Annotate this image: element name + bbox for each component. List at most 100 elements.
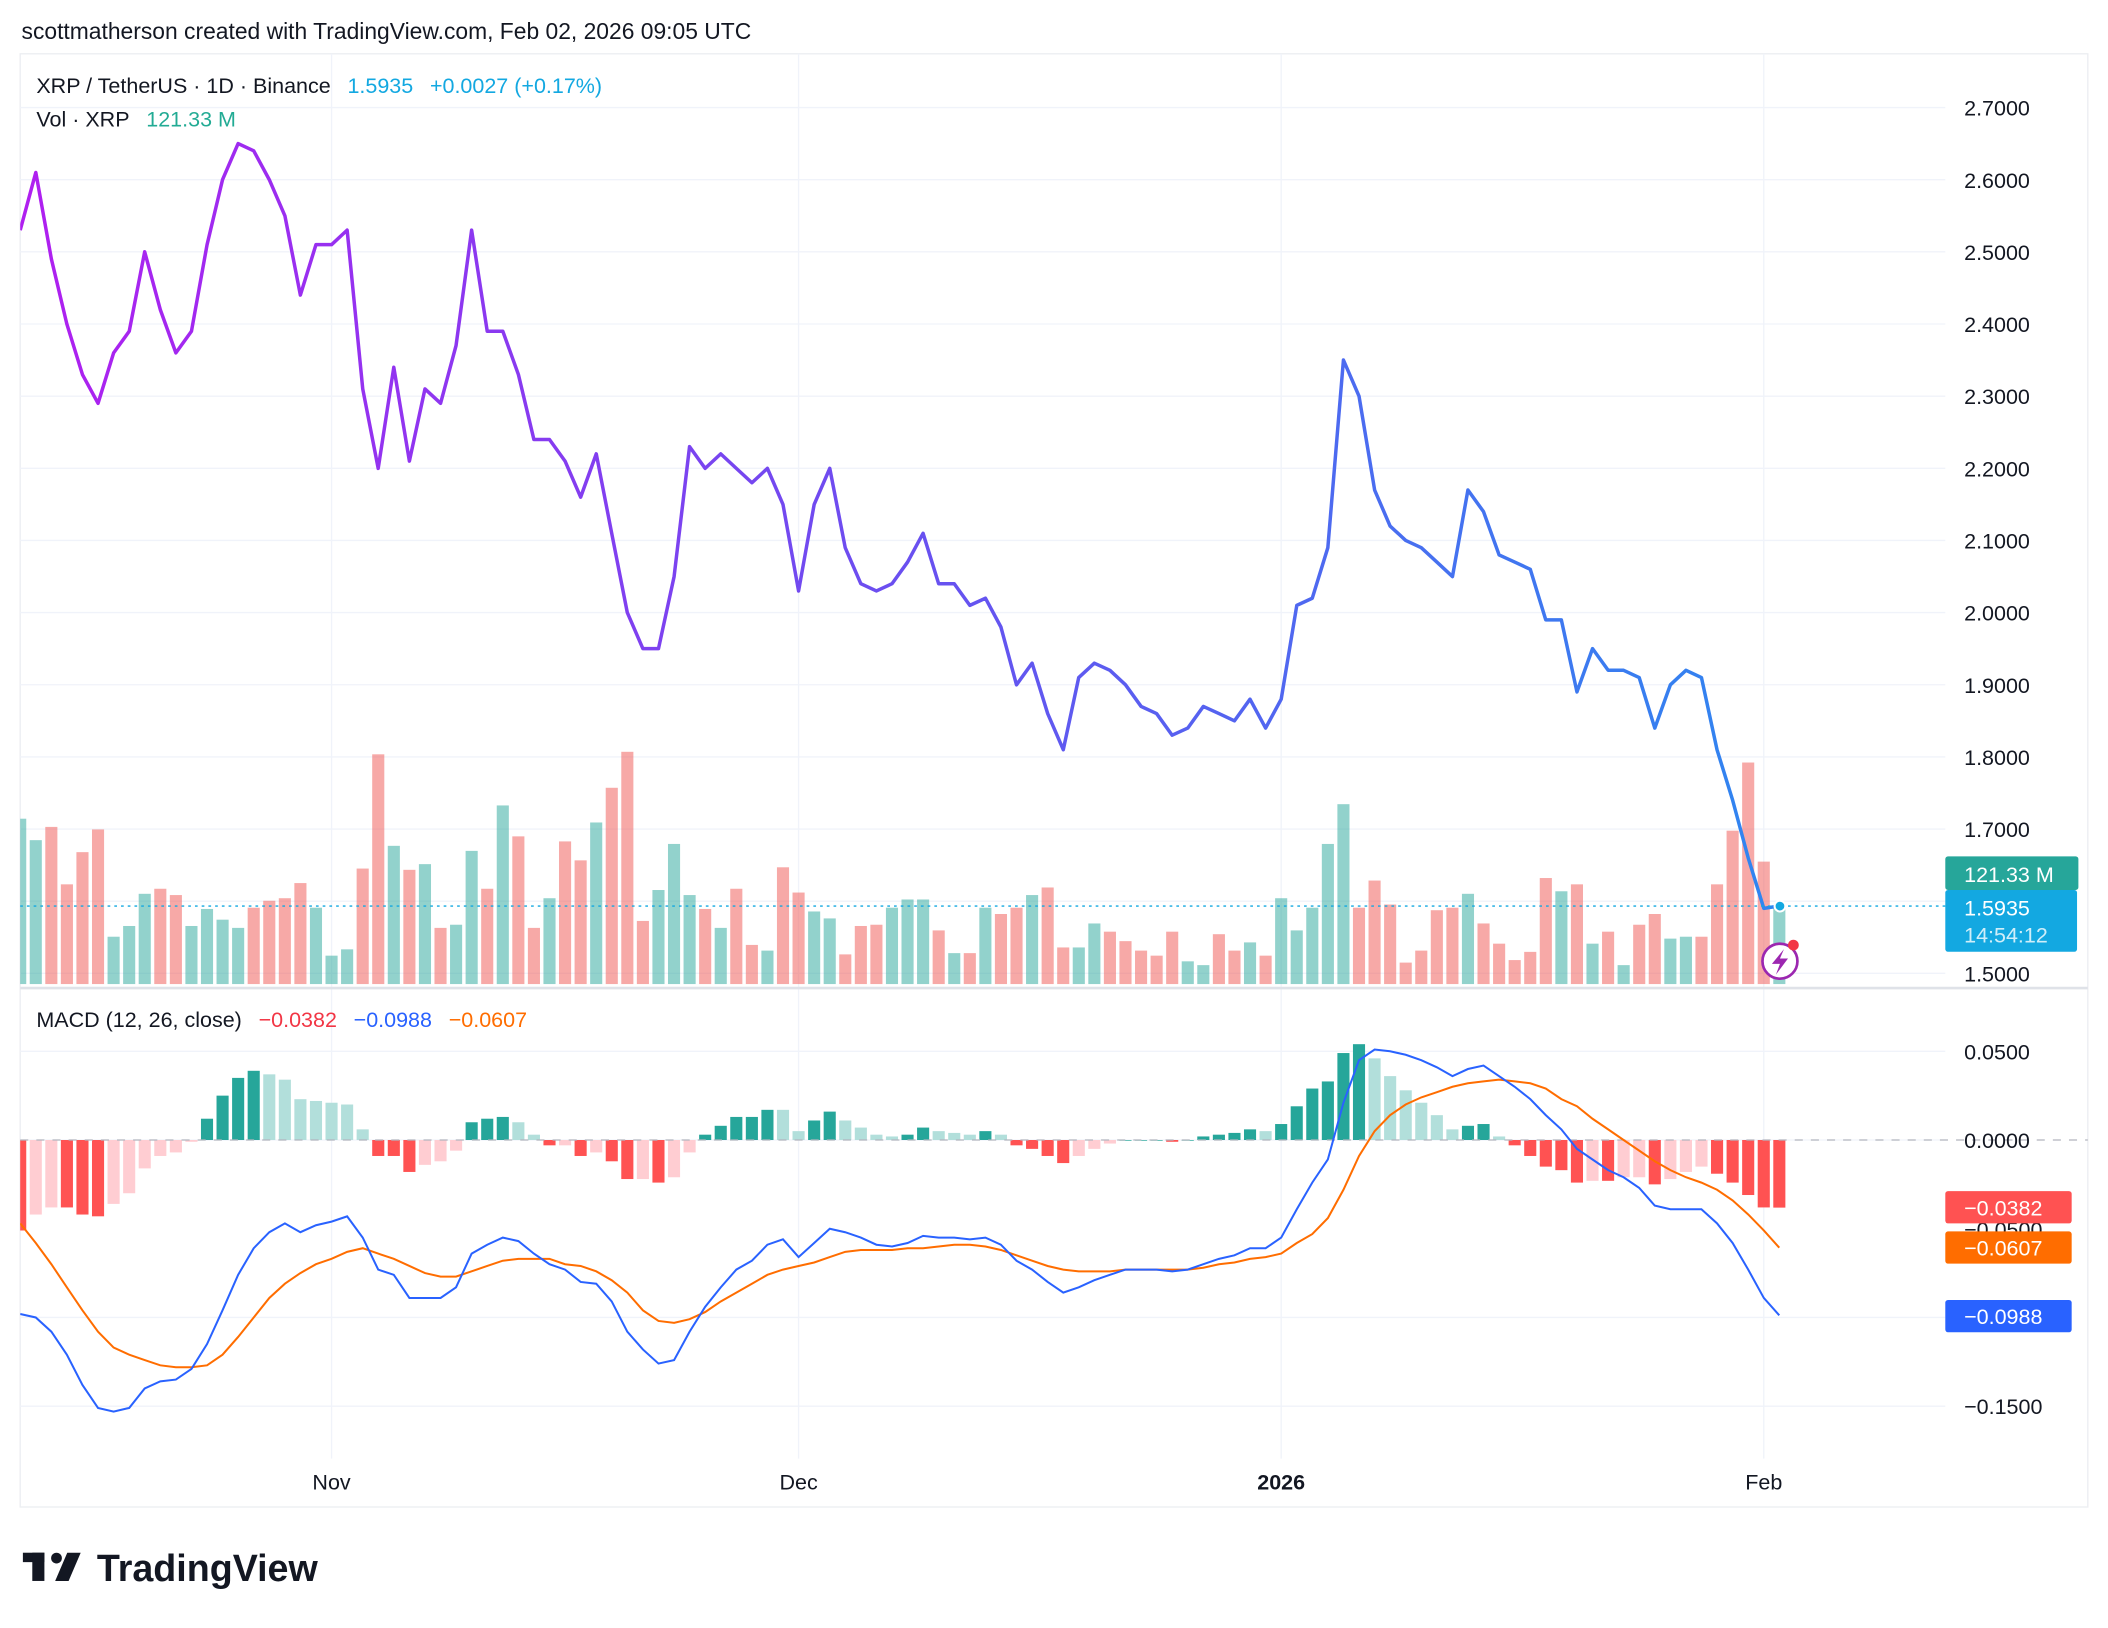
histogram-bar bbox=[543, 1140, 556, 1146]
time-tick-label: Feb bbox=[1745, 1471, 1782, 1495]
time-tick-label: Dec bbox=[779, 1471, 817, 1495]
histogram-bar bbox=[1477, 1124, 1490, 1141]
volume-bar bbox=[823, 918, 836, 985]
volume-bar bbox=[1010, 907, 1023, 985]
time-tick-label: 2026 bbox=[1257, 1471, 1305, 1495]
histogram-bar bbox=[776, 1109, 790, 1141]
volume-bar bbox=[123, 925, 136, 985]
legend-price: 1.5935 bbox=[347, 74, 413, 98]
tradingview-logo[interactable]: TradingView bbox=[22, 1547, 319, 1589]
histogram-bar bbox=[387, 1140, 400, 1156]
volume-bar bbox=[1570, 884, 1583, 985]
histogram-bar bbox=[1088, 1140, 1101, 1149]
volume-bar bbox=[979, 907, 992, 985]
histogram-bar bbox=[20, 1140, 27, 1231]
histogram-bar bbox=[621, 1140, 634, 1180]
histogram-bar bbox=[1679, 1140, 1692, 1172]
volume-bar bbox=[854, 925, 867, 985]
volume-bar bbox=[1415, 950, 1428, 985]
volume-bar bbox=[91, 829, 105, 985]
histogram-bar bbox=[1026, 1140, 1039, 1149]
volume-bar bbox=[232, 927, 245, 985]
volume-bar bbox=[1679, 936, 1692, 985]
volume-bar bbox=[185, 925, 198, 985]
lightning-icon[interactable] bbox=[1761, 939, 1799, 981]
volume-bar bbox=[200, 908, 214, 985]
histogram-bar bbox=[590, 1140, 603, 1153]
macd-line-tag-text: −0.0988 bbox=[1964, 1305, 2042, 1329]
macd-tick-label: −0.1500 bbox=[1964, 1395, 2042, 1419]
macd-tick-label: 0.0000 bbox=[1964, 1129, 2030, 1153]
histogram-bar bbox=[1228, 1132, 1241, 1141]
volume-bar bbox=[761, 950, 774, 985]
volume-bar bbox=[107, 936, 120, 985]
volume-bar bbox=[839, 954, 852, 985]
price-tick-label: 2.3000 bbox=[1964, 385, 2030, 409]
symbol-title: XRP / TetherUS · 1D · Binance bbox=[36, 74, 330, 98]
volume-bar bbox=[263, 900, 276, 985]
volume-bar bbox=[45, 826, 58, 985]
histogram-bar bbox=[232, 1077, 245, 1141]
volume-bar bbox=[1430, 910, 1443, 985]
histogram-bar bbox=[1773, 1140, 1786, 1208]
volume-bar bbox=[870, 924, 883, 985]
macd-hist-value: −0.0382 bbox=[259, 1008, 337, 1032]
histogram-bar bbox=[761, 1109, 774, 1141]
histogram-bar bbox=[636, 1140, 649, 1180]
histogram-bar bbox=[1633, 1140, 1646, 1178]
histogram-bar bbox=[496, 1116, 509, 1141]
countdown-text: 14:54:12 bbox=[1964, 923, 2048, 947]
volume-bar bbox=[1197, 965, 1210, 985]
volume-bar bbox=[138, 893, 151, 985]
volume-bar bbox=[792, 892, 805, 985]
histogram-bar bbox=[76, 1140, 89, 1215]
histogram-bar bbox=[216, 1095, 229, 1141]
histogram-bar bbox=[200, 1118, 214, 1141]
histogram-bar bbox=[372, 1140, 385, 1156]
macd-legend[interactable]: MACD (12, 26, close) −0.0382 −0.0988 −0.… bbox=[36, 1008, 527, 1032]
time-axis[interactable]: Nov Dec 2026 Feb bbox=[312, 1471, 1782, 1495]
volume-bar bbox=[1181, 961, 1194, 985]
volume-bar bbox=[247, 907, 260, 985]
volume-bar bbox=[418, 864, 432, 985]
volume-bar bbox=[1461, 893, 1475, 985]
volume-bar bbox=[278, 898, 291, 985]
price-tick-label: 2.6000 bbox=[1964, 169, 2030, 193]
price-tick-label: 1.5000 bbox=[1964, 962, 2030, 986]
histogram-bar bbox=[792, 1131, 805, 1141]
histogram-bar bbox=[1321, 1081, 1334, 1141]
price-tick-label: 1.7000 bbox=[1964, 818, 2030, 842]
symbol-legend[interactable]: XRP / TetherUS · 1D · Binance 1.5935 +0.… bbox=[36, 74, 602, 98]
volume-bar bbox=[76, 852, 89, 985]
volume-bar bbox=[434, 927, 447, 985]
volume-value: 121.33 M bbox=[146, 107, 236, 131]
histogram-bar bbox=[465, 1122, 478, 1141]
histogram-bar bbox=[808, 1120, 821, 1141]
legend-change: +0.0027 (+0.17%) bbox=[430, 74, 602, 98]
volume-bar bbox=[1119, 941, 1132, 985]
histogram-bar bbox=[1243, 1129, 1257, 1141]
histogram-bar bbox=[527, 1134, 540, 1141]
histogram-bar bbox=[341, 1104, 354, 1141]
histogram-bar bbox=[1430, 1115, 1443, 1141]
histogram-bar bbox=[979, 1131, 992, 1141]
histogram-bar bbox=[994, 1134, 1008, 1141]
volume-bar bbox=[294, 883, 307, 985]
volume-bar bbox=[745, 944, 758, 985]
volume-bar bbox=[1446, 907, 1459, 985]
volume-legend[interactable]: Vol · XRP 121.33 M bbox=[36, 107, 236, 131]
histogram-bar bbox=[481, 1118, 494, 1141]
volume-bar bbox=[652, 890, 665, 985]
volume-bar bbox=[1664, 938, 1677, 985]
histogram-bar bbox=[29, 1140, 42, 1215]
volume-bar bbox=[1586, 943, 1599, 985]
price-tick-label: 2.2000 bbox=[1964, 457, 2030, 481]
volume-bar bbox=[714, 927, 727, 985]
volume-bar bbox=[605, 787, 618, 985]
volume-bar bbox=[1493, 943, 1506, 985]
price-tick-label: 2.5000 bbox=[1964, 241, 2030, 265]
volume-bar bbox=[621, 751, 634, 985]
price-axis[interactable]: 2.7000 2.6000 2.5000 2.4000 2.3000 2.2000 2.10… bbox=[1964, 97, 2042, 1420]
histogram-bar bbox=[1508, 1140, 1521, 1146]
histogram-bar bbox=[185, 1140, 198, 1142]
